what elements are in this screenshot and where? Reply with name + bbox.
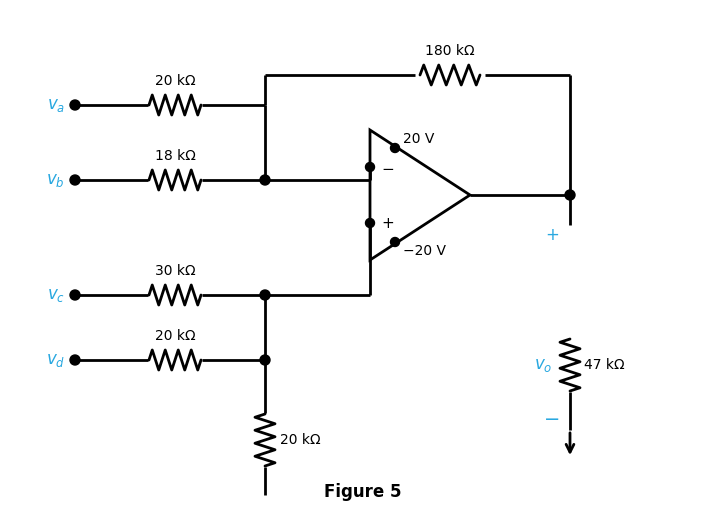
- Circle shape: [260, 290, 270, 300]
- Text: 47 kΩ: 47 kΩ: [584, 358, 624, 372]
- Text: $v_c$: $v_c$: [47, 286, 65, 304]
- Circle shape: [391, 237, 399, 247]
- Circle shape: [70, 290, 80, 300]
- Text: $-$: $-$: [381, 160, 394, 175]
- Circle shape: [70, 355, 80, 365]
- Circle shape: [70, 100, 80, 110]
- Circle shape: [391, 143, 399, 153]
- Text: 20 kΩ: 20 kΩ: [155, 74, 195, 88]
- Text: 180 kΩ: 180 kΩ: [425, 44, 475, 58]
- Text: $+$: $+$: [381, 216, 394, 231]
- Text: 20 kΩ: 20 kΩ: [280, 433, 321, 447]
- Text: +: +: [545, 226, 559, 244]
- Text: 18 kΩ: 18 kΩ: [155, 149, 195, 163]
- Circle shape: [260, 175, 270, 185]
- Text: Figure 5: Figure 5: [325, 483, 401, 501]
- Text: $v_b$: $v_b$: [46, 171, 65, 189]
- Text: $v_d$: $v_d$: [46, 351, 65, 369]
- Text: 20 kΩ: 20 kΩ: [155, 329, 195, 343]
- Text: −: −: [544, 411, 560, 430]
- Text: 20 V: 20 V: [403, 132, 434, 146]
- Text: $v_a$: $v_a$: [46, 96, 65, 114]
- Text: −20 V: −20 V: [403, 244, 446, 258]
- Text: $v_o$: $v_o$: [534, 356, 552, 374]
- Circle shape: [565, 190, 575, 200]
- Circle shape: [365, 218, 375, 228]
- Text: 30 kΩ: 30 kΩ: [155, 264, 195, 278]
- Circle shape: [70, 175, 80, 185]
- Circle shape: [260, 355, 270, 365]
- Circle shape: [365, 162, 375, 172]
